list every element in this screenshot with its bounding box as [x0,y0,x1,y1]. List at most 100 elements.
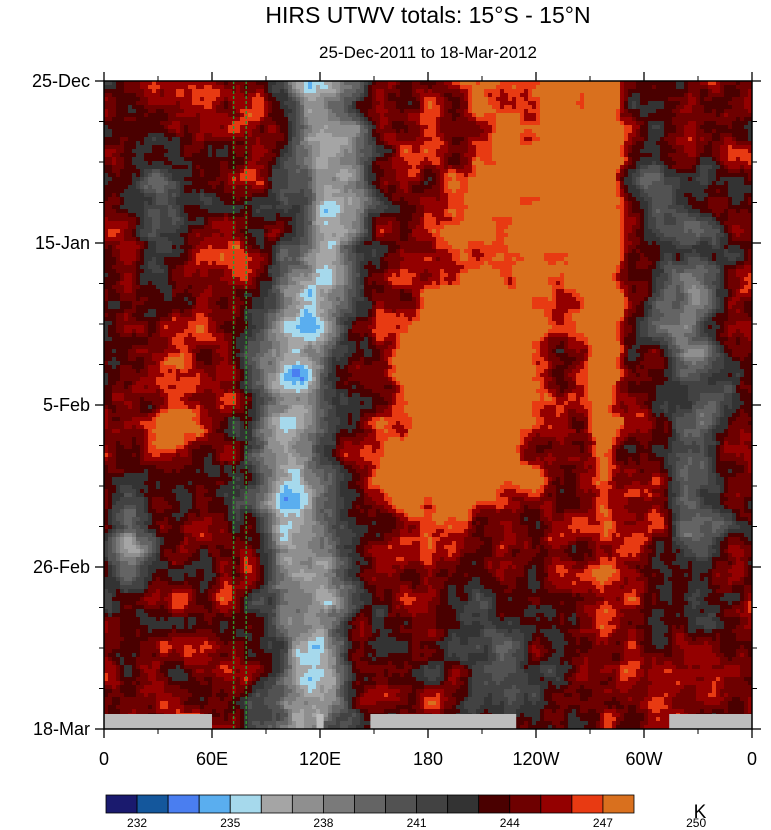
field-cell [168,121,173,126]
field-cell [552,157,557,162]
field-cell [680,101,685,106]
field-cell [124,169,129,174]
field-cell [676,181,681,186]
field-cell [528,105,533,110]
field-cell [524,129,529,134]
field-cell [344,141,349,146]
field-cell [452,173,457,178]
field-cell [308,149,313,154]
field-cell [292,105,297,110]
field-cell [416,85,421,90]
field-cell [484,149,489,154]
field-cell [712,105,717,110]
field-cell [720,121,725,126]
field-cell [684,145,689,150]
field-cell [420,129,425,134]
field-cell [564,113,569,118]
field-cell [260,145,265,150]
field-cell [140,117,145,122]
field-cell [184,117,189,122]
field-cell [472,133,477,138]
field-cell [624,141,629,146]
field-cell [252,89,257,94]
field-cell [216,121,221,126]
field-cell [248,93,253,98]
field-cell [636,105,641,110]
field-cell [312,157,317,162]
field-cell [656,153,661,158]
field-cell [404,165,409,170]
field-cell [432,89,437,94]
field-cell [640,161,645,166]
field-cell [636,177,641,182]
field-cell [288,165,293,170]
field-cell [188,101,193,106]
field-cell [256,149,261,154]
field-cell [372,89,377,94]
field-cell [236,93,241,98]
field-cell [300,169,305,174]
field-cell [580,157,585,162]
field-cell [536,97,541,102]
field-cell [604,89,609,94]
field-cell [196,181,201,186]
field-cell [376,181,381,186]
field-cell [128,113,133,118]
field-cell [300,85,305,90]
field-cell [256,129,261,134]
field-cell [152,149,157,154]
field-cell [372,141,377,146]
field-cell [716,137,721,142]
field-cell [540,141,545,146]
field-cell [564,133,569,138]
field-cell [116,101,121,106]
field-cell [488,101,493,106]
field-cell [476,157,481,162]
field-cell [576,149,581,154]
field-cell [536,177,541,182]
field-cell [196,133,201,138]
field-cell [468,173,473,178]
field-cell [728,105,733,110]
field-cell [656,105,661,110]
field-cell [512,181,517,186]
field-cell [652,101,657,106]
field-cell [124,101,129,106]
field-cell [556,161,561,166]
field-cell [740,173,745,178]
field-cell [680,141,685,146]
field-cell [288,149,293,154]
field-cell [228,97,233,102]
field-cell [216,89,221,94]
field-cell [712,173,717,178]
field-cell [172,169,177,174]
field-cell [440,153,445,158]
field-cell [164,161,169,166]
field-cell [428,157,433,162]
field-cell [208,157,213,162]
field-cell [724,145,729,150]
field-cell [388,181,393,186]
field-cell [572,153,577,158]
field-cell [300,149,305,154]
field-cell [720,157,725,162]
field-cell [528,137,533,142]
field-cell [388,145,393,150]
field-cell [520,125,525,130]
field-cell [300,173,305,178]
field-cell [140,129,145,134]
field-cell [424,157,429,162]
field-cell [380,149,385,154]
field-cell [584,117,589,122]
field-cell [312,113,317,118]
field-cell [424,169,429,174]
field-cell [168,181,173,186]
field-cell [200,97,205,102]
field-cell [160,121,165,126]
field-cell [716,93,721,98]
field-cell [308,145,313,150]
field-cell [424,85,429,90]
field-cell [108,169,113,174]
field-cell [428,149,433,154]
field-cell [180,101,185,106]
